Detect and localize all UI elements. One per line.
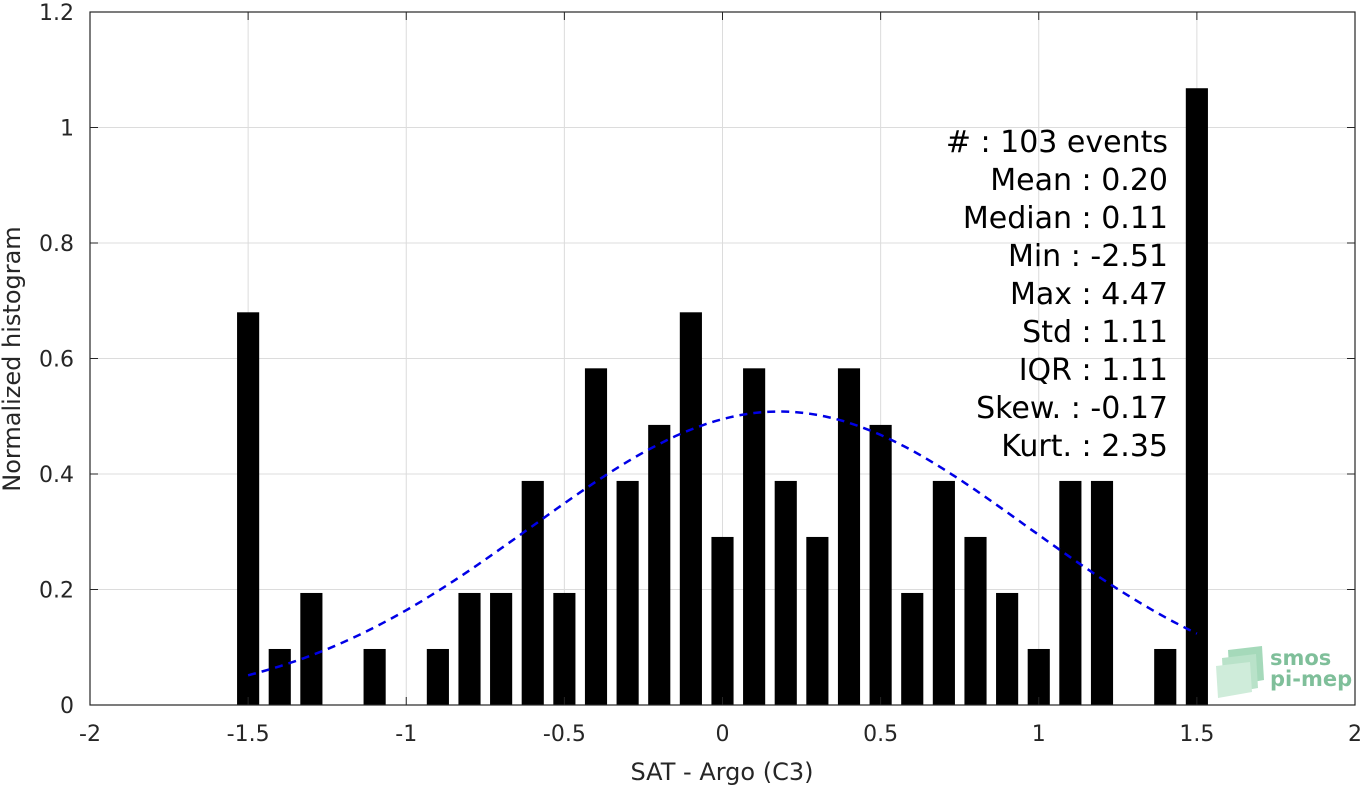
histogram-bar	[901, 592, 924, 705]
stats-line: Kurt. : 2.35	[1001, 429, 1168, 464]
histogram-bar	[363, 648, 386, 705]
y-tick-label: 0	[60, 694, 74, 719]
logo-mark-icon	[1216, 646, 1264, 698]
y-tick-label: 0.6	[39, 348, 74, 373]
histogram-bar	[932, 480, 955, 705]
logo-line-1: smos	[1270, 646, 1331, 670]
histogram-bar	[869, 424, 892, 705]
histogram-bar	[553, 592, 576, 705]
histogram-bar	[774, 480, 797, 705]
y-tick-label: 0.4	[39, 463, 74, 488]
y-tick-labels: 0 0.2 0.4 0.6 0.8 1 1.2	[39, 1, 74, 719]
histogram-bar	[1154, 648, 1177, 705]
histogram-bar	[743, 368, 766, 705]
stats-line: Median : 0.11	[963, 201, 1168, 236]
x-tick-label: 0	[716, 722, 730, 747]
x-axis-label: SAT - Argo (C3)	[631, 758, 814, 786]
x-tick-labels: -2 -1.5 -1 -0.5 0 0.5 1 1.5 2	[79, 722, 1362, 747]
axes	[89, 11, 1356, 706]
histogram-bar	[996, 592, 1019, 705]
histogram-bar	[648, 424, 671, 705]
x-tick-label: -2	[79, 722, 101, 747]
smos-pi-mep-logo: smos pi-mep	[1216, 646, 1352, 698]
stats-line: IQR : 1.11	[1019, 353, 1168, 388]
stats-line: Std : 1.11	[1022, 315, 1168, 350]
histogram-bar	[426, 648, 449, 705]
y-tick-label: 1.2	[39, 1, 74, 26]
normal-fit-curve	[247, 410, 1198, 677]
stats-line: Skew. : -0.17	[976, 391, 1168, 426]
histogram-bar	[616, 480, 639, 705]
histogram-bar	[964, 536, 987, 705]
x-tick-label: 1.5	[1179, 722, 1214, 747]
histogram-bar	[584, 368, 608, 705]
y-axis-label: Normalized histogram	[0, 226, 26, 491]
histogram-bar	[237, 312, 260, 705]
x-tick-label: -1.5	[227, 722, 270, 747]
histogram-bar	[1185, 88, 1208, 706]
histogram-bar	[806, 536, 829, 705]
histogram-bar	[679, 312, 702, 705]
histogram-bar	[490, 592, 513, 705]
histogram-bar	[1027, 648, 1050, 705]
histogram-bar	[300, 592, 323, 705]
x-tick-label: 0.5	[863, 722, 898, 747]
y-tick-label: 0.8	[39, 232, 74, 257]
histogram-bar	[268, 648, 291, 705]
y-tick-label: 0.2	[39, 579, 74, 604]
y-tick-label: 1	[60, 117, 74, 142]
histogram-bar	[1059, 480, 1082, 705]
stats-line: Min : -2.51	[1008, 239, 1168, 274]
stats-line: # : 103 events	[946, 125, 1168, 160]
x-tick-label: -1	[395, 722, 417, 747]
stats-line: Max : 4.47	[1010, 277, 1168, 312]
histogram-bars	[237, 88, 1208, 706]
logo-line-2: pi-mep	[1270, 667, 1352, 691]
histogram-bar	[1090, 480, 1114, 705]
histogram-bar	[711, 536, 734, 705]
x-tick-label: 2	[1348, 722, 1362, 747]
x-tick-label: 1	[1032, 722, 1046, 747]
histogram-bar	[837, 368, 861, 705]
histogram-bar	[458, 592, 481, 705]
stats-line: Mean : 0.20	[990, 163, 1168, 198]
x-tick-label: -0.5	[543, 722, 586, 747]
histogram-bar	[521, 480, 544, 705]
